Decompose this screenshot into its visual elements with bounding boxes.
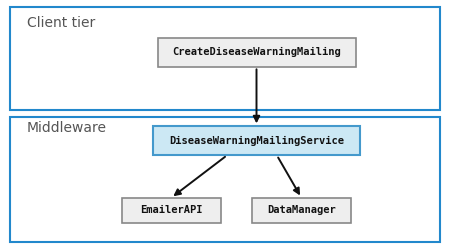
Text: DiseaseWarningMailingService: DiseaseWarningMailingService (169, 136, 344, 146)
FancyBboxPatch shape (122, 198, 220, 223)
Text: Client tier: Client tier (27, 16, 95, 30)
FancyBboxPatch shape (158, 38, 356, 66)
FancyBboxPatch shape (10, 117, 440, 242)
FancyBboxPatch shape (252, 198, 351, 223)
Text: CreateDiseaseWarningMailing: CreateDiseaseWarningMailing (172, 47, 341, 57)
Text: EmailerAPI: EmailerAPI (140, 205, 202, 215)
FancyBboxPatch shape (153, 126, 360, 155)
Text: DataManager: DataManager (267, 205, 336, 215)
FancyBboxPatch shape (10, 7, 440, 110)
Text: Middleware: Middleware (27, 121, 107, 135)
